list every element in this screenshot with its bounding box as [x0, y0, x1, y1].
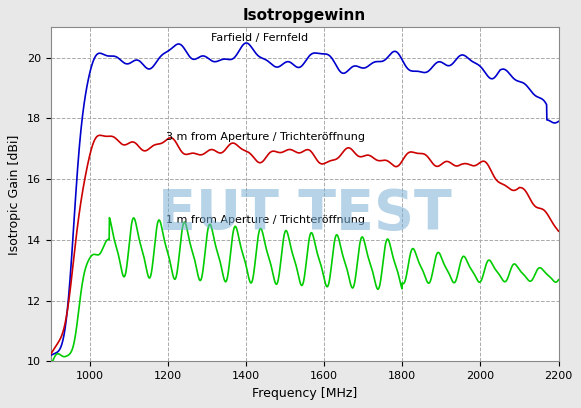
Text: EUT TEST: EUT TEST: [158, 187, 451, 242]
Text: 1 m from Aperture / Trichteröffnung: 1 m from Aperture / Trichteröffnung: [166, 215, 365, 225]
Text: 3 m from Aperture / Trichteröffnung: 3 m from Aperture / Trichteröffnung: [166, 132, 365, 142]
Y-axis label: Isotropic Gain [dBi]: Isotropic Gain [dBi]: [8, 134, 21, 255]
Text: Farfield / Fernfeld: Farfield / Fernfeld: [211, 33, 308, 43]
Title: Isotropgewinn: Isotropgewinn: [243, 8, 366, 23]
X-axis label: Frequency [MHz]: Frequency [MHz]: [252, 387, 357, 400]
